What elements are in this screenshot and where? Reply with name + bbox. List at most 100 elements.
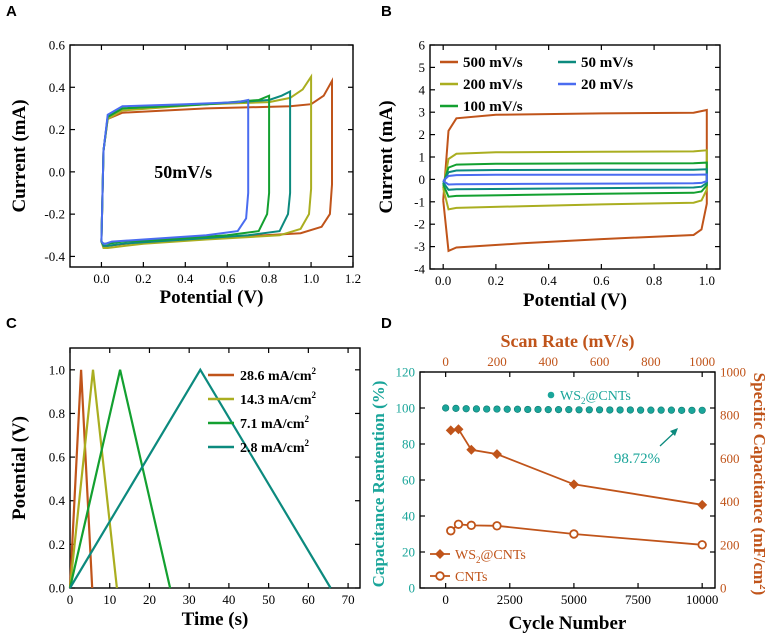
- panel-label-c: C: [6, 315, 17, 332]
- d-y-right-tick-label: 1000: [720, 365, 746, 380]
- d-y-left-tick-label: 0: [409, 581, 416, 596]
- d-y-left-tick-label: 80: [402, 437, 415, 452]
- d-y-right-tick-label: 200: [720, 537, 740, 552]
- d-y-right-tick-label: 400: [720, 494, 740, 509]
- a-x-tick-label: 0.0: [93, 271, 109, 286]
- d-retention-point: [688, 406, 696, 414]
- b-y-tick-label: -2: [414, 217, 425, 232]
- b-y-tick-label: 3: [419, 105, 426, 120]
- b-legend-label: 200 mV/s: [463, 77, 523, 93]
- d-specific-point-circle: [697, 540, 707, 550]
- b-y-tick-label: 0: [419, 172, 426, 187]
- d-retention-point: [606, 406, 614, 414]
- c-x-tick-label: 70: [342, 592, 355, 607]
- c-legend-superscript: 2: [312, 366, 317, 376]
- a-y-tick-label: -0.4: [44, 249, 65, 264]
- d-specific-point-diamond: [491, 449, 502, 460]
- b-legend-label: 100 mV/s: [463, 99, 523, 115]
- c-legend-label: 2.8 mA/cm2: [240, 438, 310, 456]
- d-retention-point: [503, 405, 511, 413]
- b-y-axis-title: Current (mA): [376, 100, 397, 213]
- d-retention-point: [534, 405, 542, 414]
- a-cv-curve-1: [100, 73, 313, 249]
- c-y-tick-label: 0.6: [49, 450, 66, 465]
- d-specific-point-circle: [569, 529, 579, 539]
- d-retention-point: [595, 406, 604, 414]
- d-x-tick-label: 2500: [497, 592, 523, 607]
- d-top-x-tick-label: 0: [442, 354, 449, 369]
- c-gcd-curve-1: [68, 369, 118, 589]
- d-retention-point: [565, 406, 573, 414]
- c-x-tick-label: 20: [143, 592, 156, 607]
- d-retention-point: [462, 405, 470, 413]
- d-specific-point-diamond: [445, 425, 456, 436]
- d-right-y-axis-title: Specific Capacitance (mF/cm2): [750, 373, 765, 596]
- d-specific-point-circle: [466, 520, 477, 531]
- panel-b-cv-scan-rates: 0.0 0.2 0.4 0.6 0.8 1.0 -4 -3 -2 -1 0 1 2 3 4 5 6 500 mV/…: [376, 38, 721, 311]
- a-y-tick-label: 0.0: [49, 164, 65, 179]
- a-x-tick-label: 0.2: [135, 271, 151, 286]
- d-y-right-tick-label: 800: [720, 408, 740, 423]
- d-x-tick-label: 10000: [686, 592, 719, 607]
- d-y-left-tick-label: 100: [396, 401, 416, 416]
- a-x-tick-label: 0.6: [219, 271, 236, 286]
- b-x-tick-label: 0.2: [488, 273, 504, 288]
- d-y-left-tick-label: 120: [396, 365, 416, 380]
- b-y-tick-label: 4: [419, 82, 426, 97]
- d-y-right-tick-label: 0: [720, 581, 727, 596]
- a-y-tick-label: 0.4: [49, 80, 66, 95]
- c-y-tick-label: 0.0: [49, 581, 65, 596]
- d-retention-point: [442, 404, 450, 412]
- b-y-tick-label: -3: [414, 239, 425, 254]
- b-cv-curve-0: [442, 108, 708, 253]
- c-x-tick-label: 0: [67, 592, 74, 607]
- b-x-tick-label: 0.0: [435, 273, 451, 288]
- d-retention-point: [544, 406, 552, 414]
- panel-a-cv-window: 0.0 0.2 0.4 0.6 0.8 1.0 1.2 -0.4 -0.2 0.0 0.2 0.4 0.…: [9, 38, 361, 309]
- c-x-tick-label: 40: [222, 592, 235, 607]
- b-cv-curve-4: [442, 173, 708, 186]
- d-top-x-tick-label: 1000: [689, 354, 715, 369]
- panel-c-gcd: 0 10 20 30 40 50 60 70 0.0 0.2 0.4 0.6 0.8 1.0 28.6 mA…: [9, 347, 361, 630]
- d-x-axis-title: Cycle Number: [509, 613, 627, 634]
- c-x-axis-title: Time (s): [182, 609, 249, 630]
- d-specific-legend-diamond: [435, 549, 445, 559]
- c-gcd-curve-3: [69, 367, 332, 589]
- d-x-tick-label: 0: [442, 592, 449, 607]
- b-y-tick-label: 6: [419, 38, 426, 53]
- c-legend-superscript: 2: [305, 414, 310, 424]
- d-retention-point: [575, 406, 583, 414]
- d-top-x-axis-title: Scan Rate (mV/s): [501, 331, 635, 352]
- d-retention-point: [667, 406, 675, 414]
- b-cv-curve-1: [442, 149, 708, 211]
- d-retention-point: [472, 405, 481, 413]
- d-retention-legend-label: WS2@CNTs: [560, 389, 631, 406]
- d-top-x-tick-label: 600: [590, 354, 610, 369]
- d-specific-legend-label: CNTs: [455, 570, 487, 585]
- d-specific-line-0: [450, 428, 703, 506]
- d-right-y-axis-suffix: ): [750, 590, 765, 596]
- c-gcd-curve-0: [68, 369, 94, 589]
- c-x-tick-label: 60: [302, 592, 315, 607]
- c-gcd-curve-2: [68, 369, 172, 589]
- d-final-retention-label: 98.72%: [614, 451, 660, 467]
- c-y-tick-label: 0.8: [49, 406, 65, 421]
- b-x-axis-title: Potential (V): [523, 290, 627, 311]
- d-x-tick-label: 7500: [625, 592, 651, 607]
- a-x-tick-label: 1.0: [303, 271, 319, 286]
- d-specific-point-circle: [453, 519, 464, 529]
- d-y-left-tick-label: 60: [402, 473, 415, 488]
- b-x-tick-label: 1.0: [699, 273, 715, 288]
- d-specific-point-diamond: [466, 444, 477, 455]
- d-specific-legend-subscript: 2: [476, 555, 481, 565]
- c-y-axis-title: Potential (V): [9, 416, 30, 520]
- b-x-tick-label: 0.6: [593, 273, 610, 288]
- d-retention-point: [698, 406, 706, 414]
- d-retention-point: [626, 406, 634, 414]
- c-legend-label: 14.3 mA/cm2: [240, 390, 317, 408]
- d-retention-point: [678, 406, 686, 414]
- panel-label-b: B: [381, 3, 392, 20]
- a-y-tick-label: -0.2: [44, 207, 65, 222]
